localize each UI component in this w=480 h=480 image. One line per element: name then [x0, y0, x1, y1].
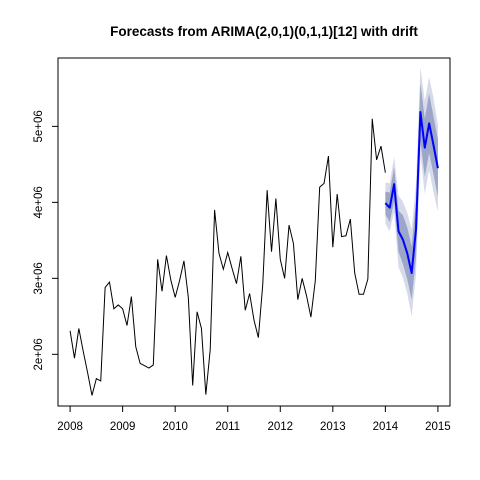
x-tick-label: 2008 — [57, 421, 83, 433]
x-axis: 2008 2009 2010 2011 2012 2013 2014 2015 — [57, 405, 451, 433]
chart-title: Forecasts from ARIMA(2,0,1)(0,1,1)[12] w… — [110, 24, 418, 39]
y-tick-label: 2e+06 — [33, 338, 45, 370]
x-tick-label: 2013 — [320, 421, 346, 433]
x-tick-label: 2011 — [215, 421, 240, 433]
x-tick-label: 2009 — [110, 421, 136, 433]
x-tick-label: 2012 — [267, 421, 293, 433]
x-tick-label: 2015 — [425, 421, 451, 433]
y-tick-label: 5e+06 — [33, 110, 45, 142]
y-tick-label: 3e+06 — [33, 262, 45, 294]
x-tick-label: 2010 — [162, 421, 188, 433]
y-axis: 2e+06 3e+06 4e+06 5e+06 — [33, 110, 59, 370]
prediction-interval-80-band — [385, 83, 438, 300]
x-tick-label: 2014 — [373, 421, 399, 433]
forecast-series-line — [384, 110, 439, 275]
prediction-interval-80-layer — [385, 83, 438, 300]
observed-series-line — [69, 118, 386, 396]
series-layer — [69, 110, 439, 396]
y-tick-label: 4e+06 — [33, 186, 45, 218]
